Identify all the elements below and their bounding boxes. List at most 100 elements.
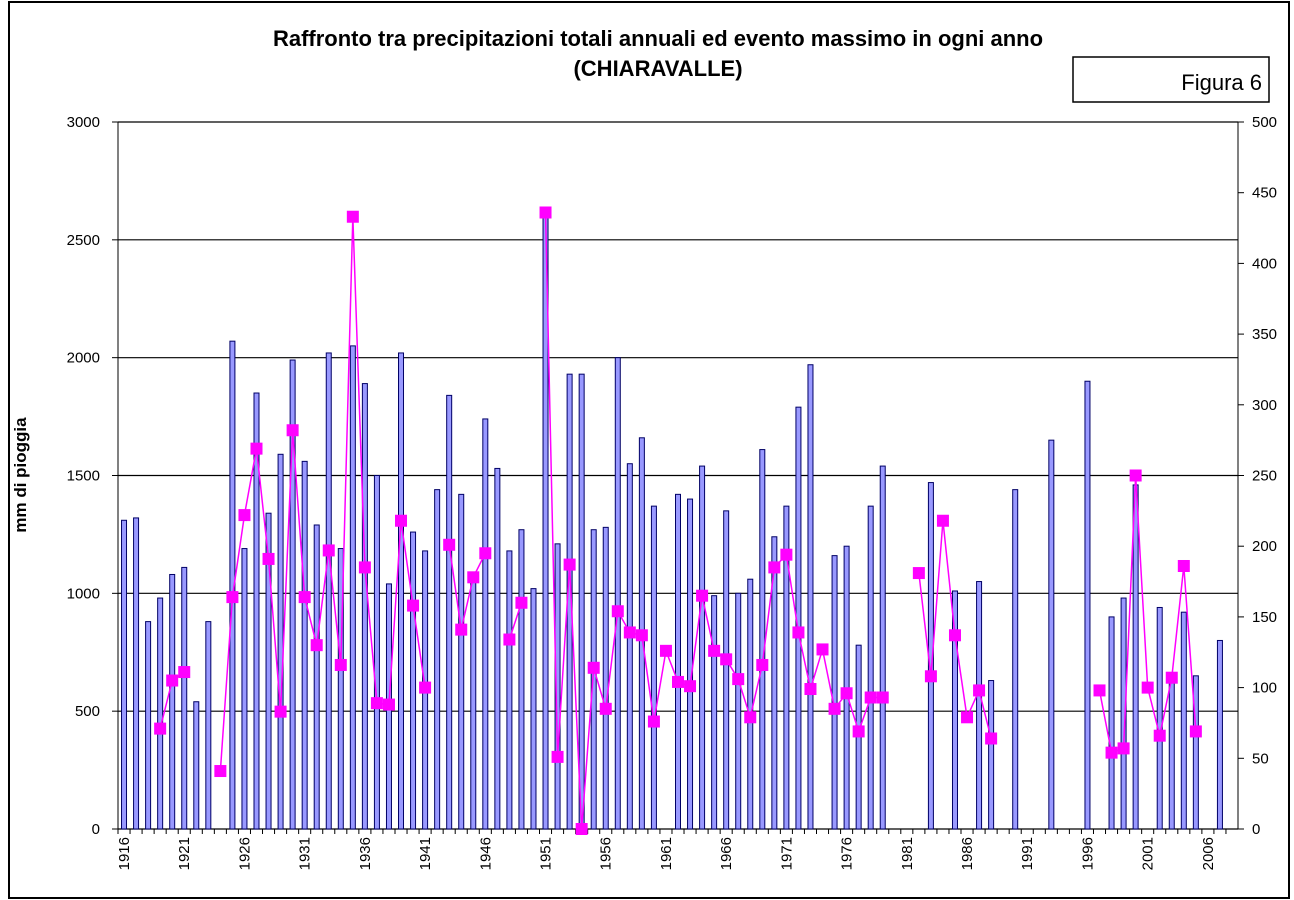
marker <box>503 633 516 646</box>
y2-tick-label: 50 <box>1252 750 1269 767</box>
bar <box>265 512 272 830</box>
marker <box>286 424 299 437</box>
x-tick-label: 1976 <box>839 837 856 870</box>
marker <box>575 823 588 835</box>
bar <box>169 573 176 830</box>
bar <box>687 498 694 830</box>
marker <box>659 644 672 657</box>
annotation: Figura 6 <box>1181 70 1262 95</box>
y2-tick-label: 200 <box>1252 538 1277 555</box>
bar <box>976 581 983 830</box>
marker <box>298 591 311 604</box>
y-tick-label: 2000 <box>67 350 100 367</box>
x-tick-label: 1956 <box>598 837 615 870</box>
marker <box>274 705 287 718</box>
marker <box>1141 681 1154 694</box>
y2-tick-label: 300 <box>1252 397 1277 414</box>
marker <box>226 591 239 604</box>
marker <box>684 680 697 693</box>
y2-tick-label: 450 <box>1252 185 1277 202</box>
bar <box>759 449 766 830</box>
bar <box>157 597 164 830</box>
bar <box>205 621 212 830</box>
marker <box>587 661 600 674</box>
chart-title: Raffronto tra precipitazioni totali annu… <box>273 26 1043 51</box>
y2-tick-label: 400 <box>1252 255 1277 272</box>
bar <box>373 475 380 830</box>
bar <box>253 392 260 830</box>
bar <box>1120 597 1127 830</box>
x-tick-label: 1996 <box>1079 837 1096 870</box>
marker <box>1093 684 1106 697</box>
bar <box>675 493 681 830</box>
bar <box>181 566 188 830</box>
bar <box>1132 484 1139 830</box>
bar <box>145 621 152 830</box>
x-tick-label: 1951 <box>538 837 555 870</box>
x-tick-label: 2006 <box>1200 837 1217 870</box>
bar <box>458 493 465 830</box>
bar <box>711 595 718 830</box>
marker <box>334 658 347 671</box>
marker <box>708 644 721 657</box>
x-tick-label: 1936 <box>357 837 374 870</box>
marker <box>876 691 889 704</box>
marker <box>623 626 636 639</box>
marker <box>768 561 781 574</box>
marker <box>262 552 275 565</box>
y-tick-label: 0 <box>92 821 100 838</box>
marker <box>419 681 432 694</box>
x-tick-label: 2001 <box>1140 837 1157 870</box>
marker <box>635 629 648 642</box>
marker <box>720 653 733 666</box>
marker <box>370 697 383 710</box>
bar <box>1048 439 1055 830</box>
marker <box>792 626 805 639</box>
marker <box>443 538 456 551</box>
x-tick-label: 1961 <box>658 837 675 870</box>
marker <box>467 571 480 584</box>
marker <box>961 711 974 724</box>
bar <box>301 460 308 830</box>
bar <box>398 352 405 830</box>
bar <box>277 453 284 830</box>
marker <box>154 722 167 735</box>
marker <box>322 544 335 557</box>
bar <box>578 373 585 830</box>
bar <box>554 543 561 830</box>
y-axis-label: mm di pioggia <box>11 417 30 533</box>
marker <box>1177 559 1190 572</box>
marker <box>696 589 709 602</box>
marker <box>973 684 986 697</box>
x-tick-label: 1926 <box>236 837 253 870</box>
bar <box>1012 489 1019 830</box>
bar <box>699 465 706 830</box>
bar <box>349 345 356 830</box>
bar <box>1216 639 1223 830</box>
marker <box>840 687 853 700</box>
marker <box>551 750 564 763</box>
bar <box>771 536 778 830</box>
bar <box>241 548 248 830</box>
y-tick-label: 1000 <box>67 585 100 602</box>
x-tick-label: 1916 <box>116 837 133 870</box>
marker <box>214 765 227 778</box>
y-tick-label: 1500 <box>67 468 100 485</box>
marker <box>912 567 925 580</box>
bar <box>518 529 525 830</box>
bar <box>470 573 477 830</box>
marker <box>455 623 468 636</box>
marker <box>539 206 552 219</box>
bar <box>723 510 730 830</box>
marker <box>864 691 877 704</box>
bar <box>807 364 814 830</box>
y-tick-label: 2500 <box>67 232 100 249</box>
bar <box>506 550 513 830</box>
bar <box>867 505 874 830</box>
bar <box>133 517 140 830</box>
marker <box>1117 742 1130 755</box>
y-tick-label: 3000 <box>67 114 100 131</box>
x-tick-label: 1921 <box>176 837 193 870</box>
bar <box>590 529 597 830</box>
